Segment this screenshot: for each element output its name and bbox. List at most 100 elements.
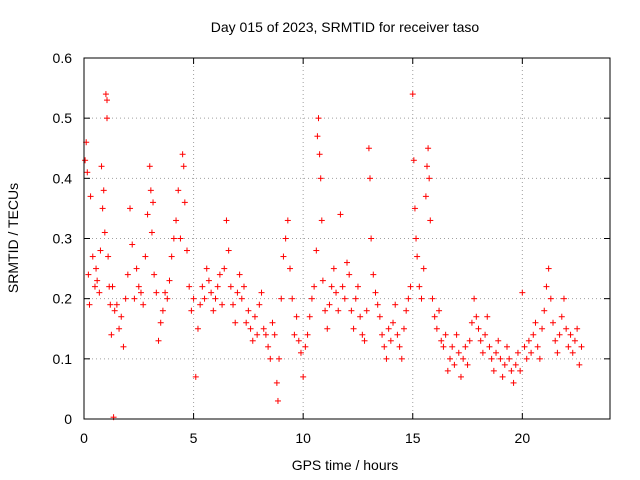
data-point — [201, 295, 208, 302]
data-point — [550, 319, 557, 326]
data-point — [184, 247, 191, 254]
data-point — [326, 301, 333, 308]
data-point — [339, 283, 346, 290]
data-point — [180, 163, 187, 170]
data-point — [429, 295, 436, 302]
data-point — [208, 289, 215, 296]
data-point — [232, 319, 239, 326]
data-point — [311, 283, 318, 290]
data-point — [243, 319, 250, 326]
data-point — [273, 379, 280, 386]
data-point — [192, 373, 199, 380]
data-point — [127, 205, 134, 212]
data-point — [466, 337, 473, 344]
data-point — [94, 277, 101, 284]
data-point — [205, 277, 212, 284]
data-point — [468, 319, 475, 326]
data-point — [517, 367, 524, 374]
data-point — [475, 325, 482, 332]
data-point — [569, 349, 576, 356]
data-point — [543, 283, 550, 290]
data-point — [135, 283, 142, 290]
data-point — [194, 325, 201, 332]
x-tick-label: 0 — [80, 430, 88, 446]
data-point — [554, 349, 561, 356]
data-point — [328, 283, 335, 290]
data-point — [484, 313, 491, 320]
data-point — [318, 217, 325, 224]
data-point — [164, 295, 171, 302]
data-point — [499, 373, 506, 380]
y-tick-label: 0.2 — [53, 291, 73, 307]
data-point — [536, 355, 543, 362]
data-point — [234, 289, 241, 296]
data-point — [155, 337, 162, 344]
data-point — [410, 157, 417, 164]
data-point — [148, 229, 155, 236]
data-point — [413, 235, 420, 242]
data-point — [104, 115, 111, 122]
data-point — [490, 367, 497, 374]
data-point — [348, 307, 355, 314]
data-point — [367, 175, 374, 182]
data-point — [162, 289, 169, 296]
data-point — [425, 145, 432, 152]
data-point — [177, 235, 184, 242]
data-point — [317, 175, 324, 182]
data-point — [541, 307, 548, 314]
data-point — [105, 253, 112, 260]
data-point — [390, 319, 397, 326]
data-point — [361, 337, 368, 344]
data-point — [423, 163, 430, 170]
data-point — [116, 325, 123, 332]
data-point — [383, 355, 390, 362]
data-point — [545, 265, 552, 272]
data-point — [254, 331, 261, 338]
data-point — [324, 325, 331, 332]
data-point — [576, 361, 583, 368]
data-point — [247, 325, 254, 332]
data-point — [479, 349, 486, 356]
data-point — [514, 349, 521, 356]
data-point — [539, 325, 546, 332]
data-point — [240, 283, 247, 290]
data-point — [225, 247, 232, 254]
data-point — [486, 343, 493, 350]
data-point — [374, 301, 381, 308]
data-point — [319, 277, 326, 284]
data-point — [101, 229, 108, 236]
data-point — [219, 301, 226, 308]
data-point — [368, 235, 375, 242]
data-point — [216, 271, 223, 278]
data-point — [457, 373, 464, 380]
data-point — [556, 331, 563, 338]
data-point — [212, 295, 219, 302]
data-point — [306, 313, 313, 320]
data-point — [547, 295, 554, 302]
data-point — [131, 295, 138, 302]
data-point — [315, 115, 322, 122]
data-point — [159, 307, 166, 314]
x-axis-label: GPS time / hours — [292, 457, 399, 473]
data-point — [96, 289, 103, 296]
data-point — [578, 343, 585, 350]
data-point — [574, 325, 581, 332]
y-tick-label: 0.3 — [53, 231, 73, 247]
data-point — [223, 217, 230, 224]
data-point — [497, 355, 504, 362]
data-point — [426, 175, 433, 182]
axis-ticks: 0 0.1 0.2 0.3 0.4 0.5 0.6 0 5 10 15 20 — [53, 50, 610, 446]
data-point — [532, 319, 539, 326]
data-point — [146, 163, 153, 170]
data-point — [280, 253, 287, 260]
data-point — [108, 331, 115, 338]
data-point — [379, 331, 386, 338]
data-point — [308, 295, 315, 302]
grid — [84, 58, 610, 419]
data-point — [344, 259, 350, 266]
data-point — [168, 253, 175, 260]
data-point — [436, 307, 443, 314]
data-point — [262, 331, 269, 338]
y-axis-label: SRMTID / TECUs — [5, 183, 21, 293]
data-point — [444, 367, 451, 374]
